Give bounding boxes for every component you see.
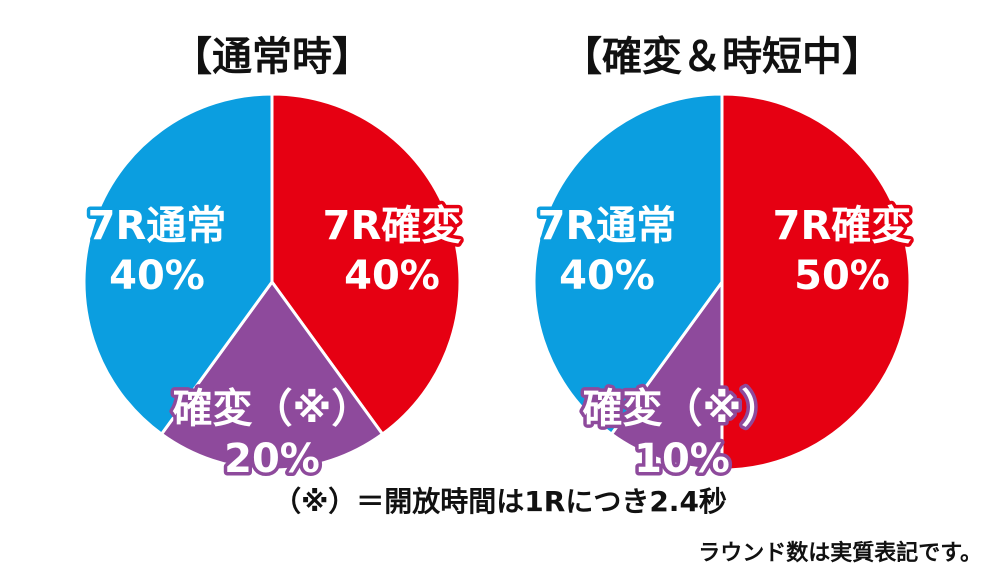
- pie-slice-kakuhen-short: [159, 279, 385, 472]
- slice-value-label: 40%: [109, 253, 205, 299]
- pie-slice-kakuhen-7r: [720, 92, 912, 472]
- round-note: ラウンド数は実質表記です。: [698, 541, 982, 566]
- pie-slice-kakuhen-7r: [270, 92, 462, 437]
- pie-slice-kakuhen-short: [609, 277, 724, 472]
- slice-label: 7R確変: [323, 203, 462, 249]
- slice-value-label: 10%: [634, 436, 730, 482]
- slice-value-label: 40%: [344, 253, 440, 299]
- slice-value-label: 20%: [224, 436, 320, 482]
- slice-label: 7R通常: [538, 203, 677, 249]
- pie-slice-normal-7r: [82, 92, 274, 437]
- footnote: （※）＝開放時間は1Rにつき2.4秒: [273, 485, 727, 518]
- slice-label: 7R通常: [88, 203, 227, 249]
- slice-value-label: 40%: [559, 253, 655, 299]
- slice-label: 確変（※）: [173, 386, 372, 432]
- slice-label: 確変（※）: [583, 386, 782, 432]
- chart-title: 【確変＆時短中】: [562, 34, 882, 80]
- slice-value-label: 50%: [794, 253, 890, 299]
- slice-label: 7R確変: [773, 203, 912, 249]
- chart-title: 【通常時】: [172, 34, 372, 80]
- pie-slice-normal-7r: [532, 92, 724, 437]
